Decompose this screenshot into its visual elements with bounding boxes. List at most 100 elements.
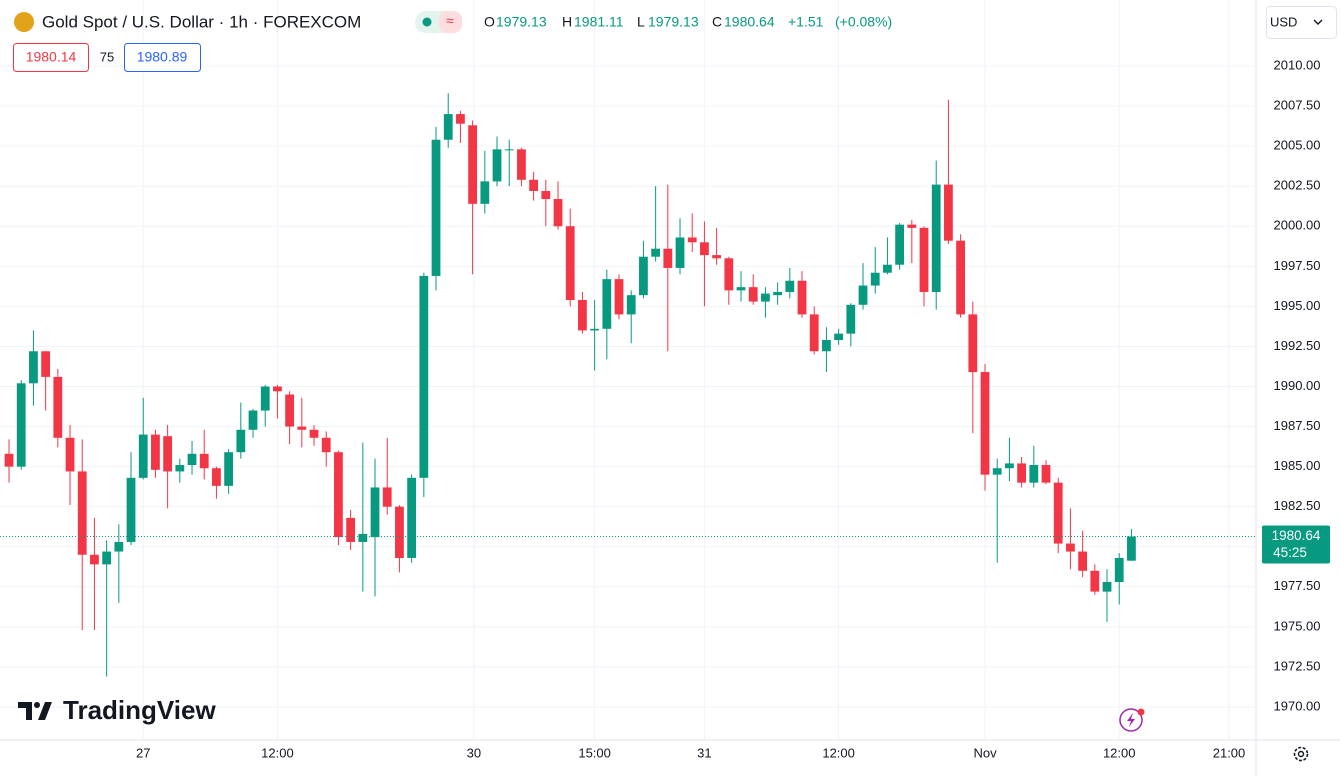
symbol-title[interactable]: Gold Spot / U.S. Dollar · 1h · FOREXCOM — [42, 12, 361, 31]
candle-body — [895, 224, 905, 265]
candle-body — [529, 179, 539, 192]
candle-body — [1114, 557, 1124, 583]
candle-body — [944, 184, 953, 241]
candle-body — [114, 541, 124, 552]
y-tick-label: 1992.50 — [1274, 338, 1321, 353]
x-tick-label: 21:00 — [1213, 745, 1246, 760]
candle-body — [1090, 570, 1100, 592]
y-tick-label: 1970.00 — [1274, 698, 1321, 713]
candle-body — [992, 468, 1002, 475]
last-price-tag — [1262, 525, 1330, 564]
candle-body — [822, 340, 831, 352]
axes: 1970.001972.501975.001977.501980.001982.… — [136, 57, 1330, 760]
high-value: 1981.11 — [574, 14, 624, 30]
change: +1.51 — [788, 14, 824, 30]
currency-button[interactable] — [1266, 6, 1337, 39]
candle-body — [102, 551, 112, 565]
candle-body — [1029, 465, 1039, 483]
candle-body — [883, 264, 892, 273]
y-tick-label: 2007.50 — [1274, 98, 1321, 113]
low-label: L — [637, 14, 645, 30]
candle-body — [224, 452, 234, 486]
x-tick-label: Nov — [973, 745, 997, 760]
candle-body — [1041, 465, 1051, 483]
currency: USD — [1270, 14, 1297, 29]
candle-body — [212, 468, 221, 486]
candle-body — [565, 226, 575, 300]
candle-body — [931, 184, 941, 292]
x-tick-label: 30 — [467, 745, 481, 760]
candle-body — [1053, 482, 1063, 544]
settings-icon-center — [1297, 750, 1305, 758]
status-icon: ≈ — [446, 13, 454, 29]
candle-body — [834, 333, 844, 341]
candle-body — [907, 224, 917, 228]
candle-body — [785, 280, 795, 292]
y-tick-label: 2000.00 — [1274, 218, 1321, 233]
candle-body — [1078, 551, 1088, 571]
candle-body — [602, 279, 612, 329]
bid-price: 1980.14 — [26, 49, 77, 65]
candle-body — [517, 149, 526, 180]
y-tick-label: 1972.50 — [1274, 658, 1321, 673]
candle-body — [675, 237, 685, 268]
candle-body — [1102, 582, 1112, 592]
candle-body — [553, 199, 563, 227]
x-tick-label: 27 — [136, 745, 150, 760]
currency-caret — [1313, 19, 1323, 25]
candle-body — [980, 372, 990, 475]
candle-body — [639, 256, 648, 296]
close-label: C — [712, 14, 722, 30]
grid — [0, 0, 1255, 740]
candle-body — [748, 287, 758, 302]
candle-body — [382, 487, 392, 507]
candle-body — [297, 426, 307, 430]
candle-body — [199, 453, 209, 469]
ask-price: 1980.89 — [137, 49, 188, 65]
candle-body — [712, 255, 722, 259]
candle-body — [41, 351, 51, 377]
candle-body — [956, 240, 966, 315]
countdown: 45:25 — [1273, 545, 1307, 560]
tradingview-watermark: TradingView — [18, 695, 216, 725]
y-tick-label: 2002.50 — [1274, 178, 1321, 193]
settings-icon[interactable] — [1293, 746, 1309, 762]
candle-body — [236, 429, 246, 453]
status-pill-right — [439, 11, 462, 33]
candle-body — [151, 434, 160, 470]
candle-body — [480, 181, 490, 204]
logo-dot — [34, 702, 40, 708]
candle-body — [651, 248, 661, 257]
low-value: 1979.13 — [648, 14, 699, 30]
y-tick-label: 1987.50 — [1274, 418, 1321, 433]
candle-body — [504, 149, 514, 151]
candle-body — [309, 429, 319, 438]
change-percent: (+0.08%) — [835, 14, 892, 30]
candle-body — [358, 533, 368, 542]
y-tick-label: 1985.00 — [1274, 458, 1321, 473]
candle-body — [456, 114, 465, 124]
candle-body — [65, 437, 75, 472]
last-price-label: 1980.64 — [1272, 528, 1321, 543]
candle-body — [797, 280, 807, 315]
candle-body — [90, 554, 99, 565]
spread: 75 — [100, 49, 114, 64]
candle-body — [858, 285, 868, 305]
close-value: 1980.64 — [724, 14, 775, 30]
candle-body — [968, 314, 978, 373]
candle-body — [29, 351, 38, 384]
candle-body — [578, 299, 587, 331]
open-label: O — [484, 14, 495, 30]
x-tick-label: 12:00 — [1103, 745, 1136, 760]
buy-button[interactable] — [124, 43, 201, 72]
candle-body — [809, 314, 819, 352]
candle-body — [870, 272, 880, 286]
candle-body — [687, 237, 697, 243]
logo-text: TradingView — [63, 695, 216, 725]
candle-body — [614, 279, 624, 315]
logo-mark — [18, 702, 52, 720]
high-label: H — [562, 14, 572, 30]
candle-body — [419, 275, 429, 478]
sell-button[interactable] — [13, 43, 89, 72]
